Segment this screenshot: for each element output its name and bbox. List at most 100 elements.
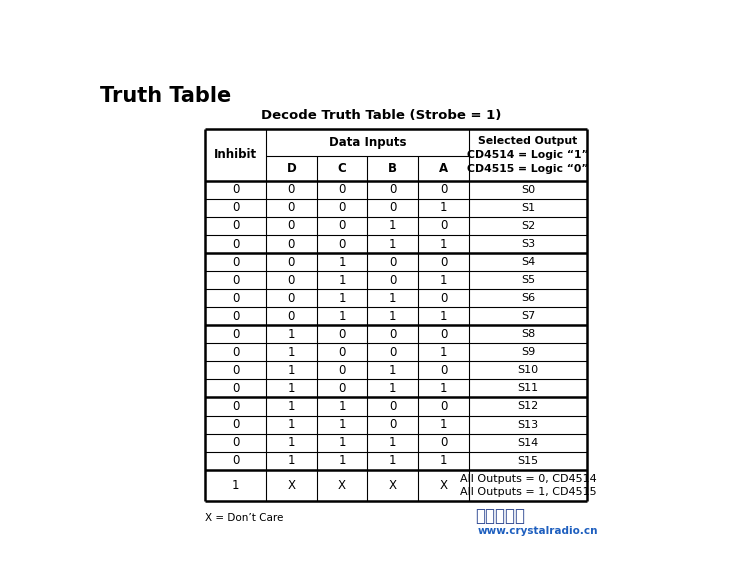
Text: 1: 1 [339, 400, 346, 413]
Text: 1: 1 [339, 436, 346, 449]
Text: 1: 1 [339, 255, 346, 268]
Text: 0: 0 [440, 436, 447, 449]
Text: 0: 0 [232, 418, 240, 431]
Text: S0: S0 [521, 185, 535, 195]
Text: 1: 1 [339, 454, 346, 467]
Text: 0: 0 [288, 183, 295, 196]
Text: 0: 0 [232, 436, 240, 449]
Text: 1: 1 [440, 454, 447, 467]
Text: 0: 0 [389, 255, 397, 268]
Text: 0: 0 [440, 328, 447, 341]
Text: 1: 1 [440, 310, 447, 323]
Text: 1: 1 [389, 292, 397, 305]
Text: 1: 1 [389, 436, 397, 449]
Text: 1: 1 [440, 382, 447, 395]
Text: 1: 1 [440, 418, 447, 431]
Text: 0: 0 [389, 418, 397, 431]
Text: 0: 0 [288, 237, 295, 251]
Text: 0: 0 [232, 220, 240, 233]
Text: 0: 0 [440, 220, 447, 233]
Text: X: X [287, 479, 295, 492]
Text: X: X [440, 479, 448, 492]
Text: S11: S11 [518, 383, 539, 393]
Text: 0: 0 [232, 364, 240, 377]
Text: S13: S13 [518, 420, 539, 430]
Text: Selected Output
CD4514 = Logic “1”
CD4515 = Logic “0”: Selected Output CD4514 = Logic “1” CD451… [467, 137, 589, 173]
Text: 0: 0 [339, 183, 346, 196]
Text: 0: 0 [339, 346, 346, 359]
Text: 0: 0 [339, 382, 346, 395]
Text: 0: 0 [339, 364, 346, 377]
Text: 1: 1 [389, 310, 397, 323]
Text: 1: 1 [288, 328, 295, 341]
Text: 1: 1 [389, 364, 397, 377]
Text: X = Don’t Care: X = Don’t Care [205, 513, 283, 523]
Text: 0: 0 [232, 346, 240, 359]
Text: 1: 1 [288, 454, 295, 467]
Text: 1: 1 [232, 479, 240, 492]
Text: 1: 1 [389, 220, 397, 233]
Text: S12: S12 [517, 401, 539, 411]
Text: D: D [286, 162, 296, 175]
Text: S7: S7 [521, 311, 535, 321]
Text: 0: 0 [232, 328, 240, 341]
Text: S1: S1 [521, 203, 535, 213]
Text: 0: 0 [288, 255, 295, 268]
Text: 0: 0 [288, 220, 295, 233]
Text: 0: 0 [232, 183, 240, 196]
Text: 1: 1 [389, 237, 397, 251]
Text: 0: 0 [232, 292, 240, 305]
Text: S8: S8 [521, 329, 535, 339]
Text: 矿石收音机: 矿石收音机 [475, 507, 525, 524]
Text: 1: 1 [440, 346, 447, 359]
Text: A: A [439, 162, 448, 175]
Text: 1: 1 [288, 418, 295, 431]
Text: S10: S10 [518, 366, 539, 376]
Text: 0: 0 [389, 274, 397, 287]
Text: 0: 0 [232, 274, 240, 287]
Text: S14: S14 [517, 438, 539, 448]
Text: S15: S15 [518, 456, 539, 466]
Text: 0: 0 [232, 400, 240, 413]
Text: 0: 0 [288, 310, 295, 323]
Text: 0: 0 [232, 202, 240, 214]
Text: 0: 0 [389, 346, 397, 359]
Text: 0: 0 [389, 328, 397, 341]
Text: 0: 0 [232, 255, 240, 268]
Text: 0: 0 [339, 220, 346, 233]
Text: 1: 1 [288, 364, 295, 377]
Text: 0: 0 [339, 328, 346, 341]
Text: 1: 1 [389, 382, 397, 395]
Text: Inhibit: Inhibit [214, 148, 257, 161]
Text: 0: 0 [440, 364, 447, 377]
Text: 0: 0 [389, 400, 397, 413]
Text: 0: 0 [232, 237, 240, 251]
Text: 0: 0 [232, 382, 240, 395]
Text: 1: 1 [440, 274, 447, 287]
Text: 0: 0 [389, 202, 397, 214]
Text: 1: 1 [288, 436, 295, 449]
Text: 1: 1 [339, 310, 346, 323]
Text: S4: S4 [521, 257, 535, 267]
Text: 1: 1 [339, 418, 346, 431]
Text: All Outputs = 0, CD4514
All Outputs = 1, CD4515: All Outputs = 0, CD4514 All Outputs = 1,… [460, 474, 597, 497]
Text: 0: 0 [440, 255, 447, 268]
Text: S9: S9 [521, 347, 535, 357]
Text: 0: 0 [288, 292, 295, 305]
Text: 0: 0 [389, 183, 397, 196]
Text: C: C [338, 162, 347, 175]
Text: X: X [338, 479, 346, 492]
Text: www.crystalradio.cn: www.crystalradio.cn [478, 526, 598, 536]
Text: 1: 1 [440, 237, 447, 251]
Text: 0: 0 [232, 310, 240, 323]
Text: S5: S5 [521, 275, 535, 285]
Text: 0: 0 [440, 400, 447, 413]
Text: 0: 0 [232, 454, 240, 467]
Text: S2: S2 [521, 221, 535, 231]
Text: 1: 1 [440, 202, 447, 214]
Text: 1: 1 [288, 400, 295, 413]
Text: X: X [389, 479, 397, 492]
Text: 0: 0 [339, 202, 346, 214]
Text: 0: 0 [288, 202, 295, 214]
Text: 0: 0 [440, 292, 447, 305]
